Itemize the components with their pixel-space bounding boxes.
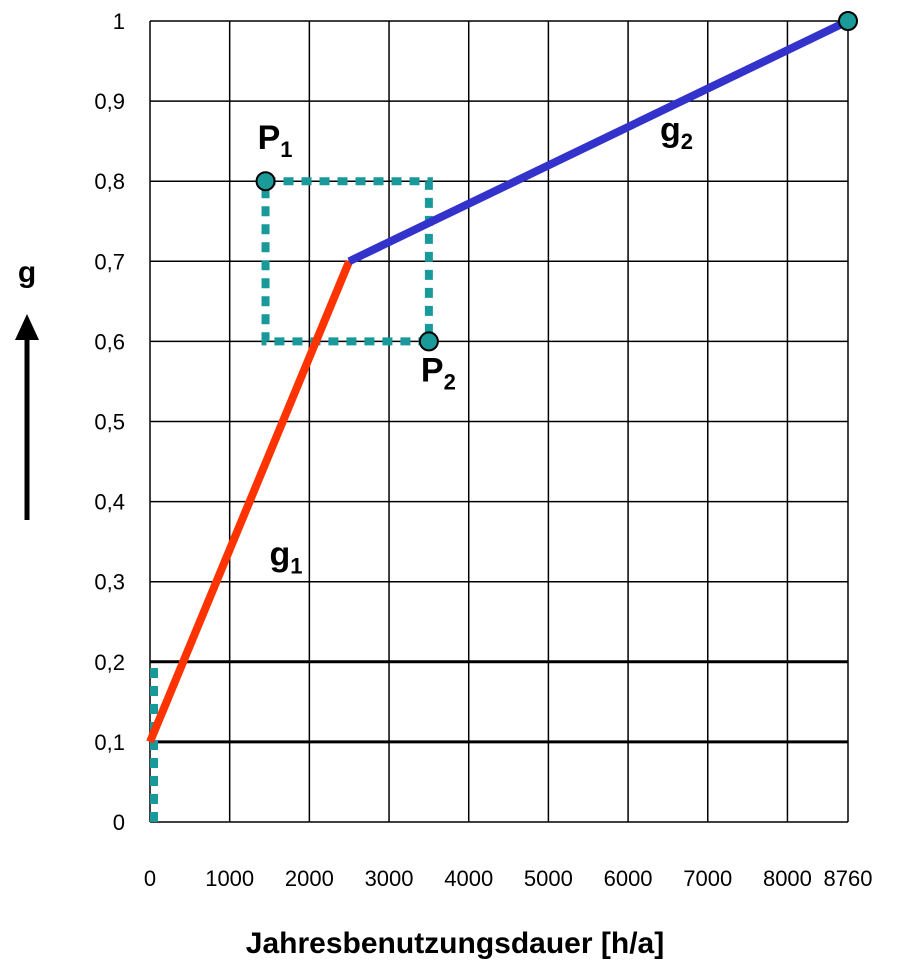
y-tick-label: 0 [113,810,125,835]
label-g2: g2 [660,111,693,154]
y-tick-label: 0,2 [94,650,125,675]
y-tick-label: 0,7 [94,249,125,274]
x-tick-label: 7000 [683,866,732,891]
x-tick-label: 3000 [365,866,414,891]
point-P2 [418,331,439,352]
series-g1 [146,259,353,744]
y-tick-label: 0,9 [94,89,125,114]
point-P1 [255,171,276,192]
series [146,17,850,744]
label-P1: P1 [258,119,293,162]
x-tick-label: 1000 [205,866,254,891]
x-tick-label: 8760 [824,866,873,891]
dotted-rectangle [261,177,433,346]
label-g1: g1 [270,536,303,579]
x-axis-label: Jahresbenutzungsdauer [h/a] [246,927,664,960]
y-arrow-head [15,314,39,340]
x-tick-label: 4000 [444,866,493,891]
point-end [838,11,858,31]
x-tick-label: 2000 [285,866,334,891]
y-tick-label: 0,1 [94,730,125,755]
grid [149,20,849,823]
y-tick-label: 0,3 [94,570,125,595]
series-g2 [347,17,850,265]
x-tick-label: 5000 [524,866,573,891]
y-axis-label: g [18,256,36,289]
label-P2: P2 [421,351,456,394]
x-tick-label: 8000 [763,866,812,891]
y-tick-label: 0,6 [94,329,125,354]
y-tick-label: 0,5 [94,410,125,435]
x-tick-label: 0 [144,866,156,891]
y-tick-label: 0,8 [94,169,125,194]
x-tick-label: 6000 [604,866,653,891]
points [255,11,858,352]
tick-labels: 0 1000 2000 3000 4000 5000 6000 7000 8000 8760 0 0,… [94,9,872,891]
y-tick-label: 1 [113,9,125,34]
y-tick-label: 0,4 [94,490,125,515]
series-labels: g1 g2 P1 P2 [258,111,693,579]
